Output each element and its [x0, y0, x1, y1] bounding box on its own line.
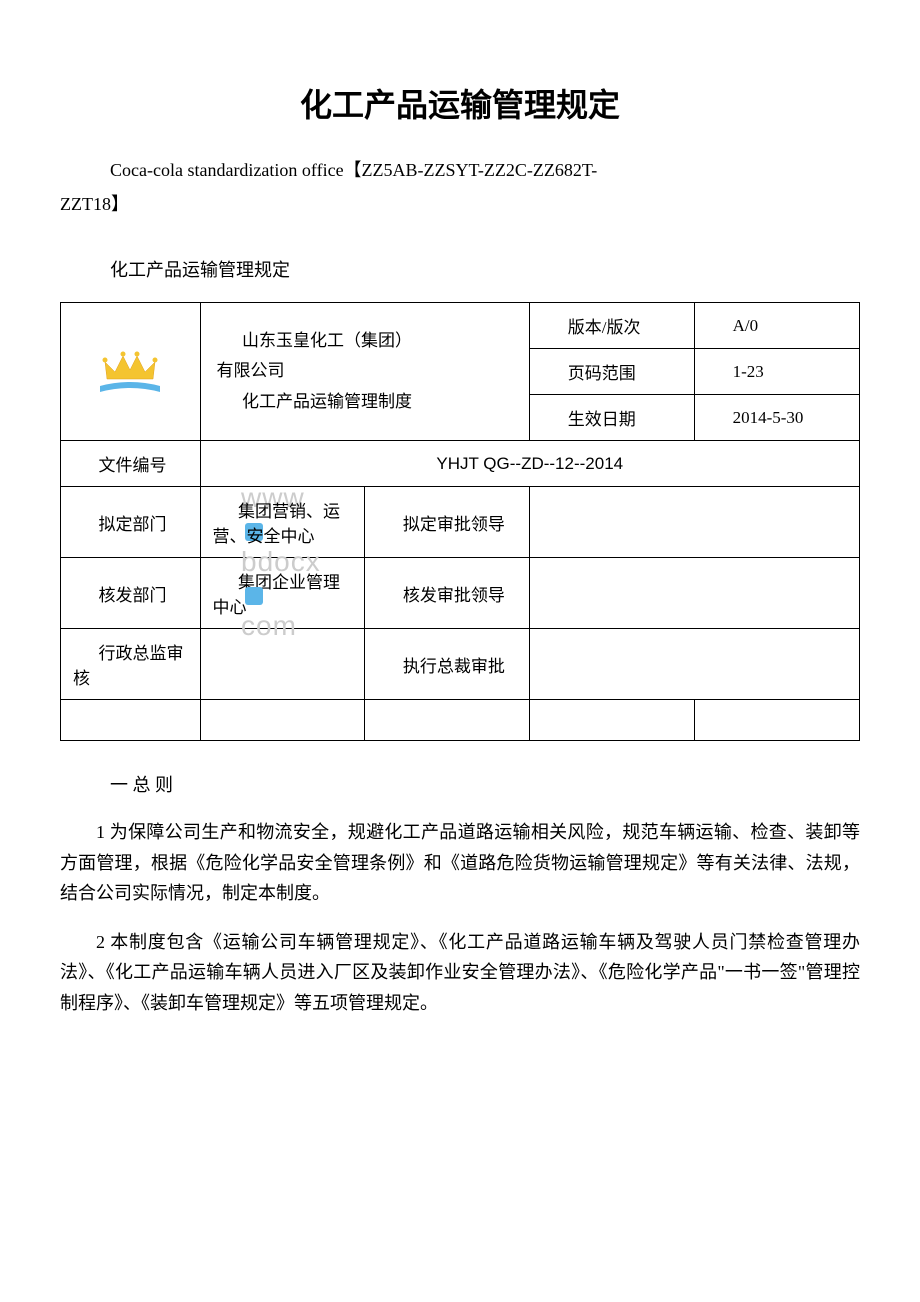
subtitle-english: Coca-cola standardization office【ZZ5AB-Z… — [60, 156, 860, 182]
table-row: 文件编号 YHJT QG--ZD--12--2014 — [61, 441, 860, 487]
page-label-cell: 页码范围 — [530, 349, 695, 395]
issue-leader-label-cell: 核发审批领导 — [365, 558, 530, 629]
company-line-2: 有限公司 — [217, 356, 514, 387]
draft-leader-value-cell — [530, 487, 860, 558]
body-paragraph-2: 2 本制度包含《运输公司车辆管理规定》、《化工产品道路运输车辆及驾驶人员门禁检查… — [60, 927, 860, 1019]
empty-cell — [365, 700, 530, 741]
document-title: 化工产品运输管理规定 — [60, 80, 860, 126]
table-row: 山东玉皇化工（集团） 有限公司 化工产品运输管理制度 版本/版次 A/0 — [61, 303, 860, 349]
page-label: 页码范围 — [542, 359, 682, 384]
logo-cell — [61, 303, 201, 441]
draft-dept-value-cell: 集团营销、运营、安全中心 — [200, 487, 365, 558]
table-row: 核发部门 集团企业管理中心 核发审批领导 — [61, 558, 860, 629]
draft-leader-label-cell: 拟定审批领导 — [365, 487, 530, 558]
issue-leader-label: 核发审批领导 — [377, 581, 517, 606]
issue-dept-label: 核发部门 — [73, 581, 188, 606]
empty-cell — [695, 700, 860, 741]
date-label: 生效日期 — [542, 405, 682, 430]
draft-dept-label-cell: wwwbdocxcom 拟定部门 — [61, 487, 201, 558]
date-value: 2014-5-30 — [707, 408, 847, 428]
draft-leader-label: 拟定审批领导 — [377, 510, 517, 535]
admin-review-label-cell: 行政总监审核 — [61, 629, 201, 700]
company-cell: 山东玉皇化工（集团） 有限公司 化工产品运输管理制度 — [200, 303, 530, 441]
issue-dept-value: 集团企业管理中心 — [213, 568, 353, 618]
version-label-cell: 版本/版次 — [530, 303, 695, 349]
page-value: 1-23 — [707, 362, 847, 382]
table-row — [61, 700, 860, 741]
table-row: 行政总监审核 执行总裁审批 — [61, 629, 860, 700]
empty-cell — [61, 700, 201, 741]
doc-no-label-cell: 文件编号 — [61, 441, 201, 487]
table-row: wwwbdocxcom 拟定部门 集团营销、运营、安全中心 拟定审批领导 — [61, 487, 860, 558]
date-label-cell: 生效日期 — [530, 395, 695, 441]
issue-dept-label-cell: 核发部门 — [61, 558, 201, 629]
date-value-cell: 2014-5-30 — [695, 395, 860, 441]
subtitle-code: ZZT18】 — [60, 190, 860, 216]
body-paragraph-1: 1 为保障公司生产和物流安全，规避化工产品道路运输相关风险，规范车辆运输、检查、… — [60, 817, 860, 909]
exec-approve-value-cell — [530, 629, 860, 700]
empty-cell — [200, 700, 365, 741]
section-heading: 化工产品运输管理规定 — [60, 256, 860, 282]
draft-dept-label: 拟定部门 — [73, 510, 188, 535]
doc-no-value: YHJT QG--ZD--12--2014 — [436, 454, 623, 473]
info-table: 山东玉皇化工（集团） 有限公司 化工产品运输管理制度 版本/版次 A/0 页码范… — [60, 302, 860, 741]
doc-no-value-cell: YHJT QG--ZD--12--2014 — [200, 441, 860, 487]
issue-dept-value-cell: 集团企业管理中心 — [200, 558, 365, 629]
issue-leader-value-cell — [530, 558, 860, 629]
page-value-cell: 1-23 — [695, 349, 860, 395]
crown-logo-icon — [95, 344, 165, 399]
draft-dept-value: 集团营销、运营、安全中心 — [213, 497, 353, 547]
exec-approve-label: 执行总裁审批 — [377, 652, 517, 677]
empty-cell — [530, 700, 695, 741]
version-label: 版本/版次 — [542, 313, 682, 338]
admin-review-label: 行政总监审核 — [73, 639, 188, 689]
body-section-heading: 一 总 则 — [110, 771, 860, 797]
company-line-1: 山东玉皇化工（集团） — [217, 326, 514, 357]
version-value-cell: A/0 — [695, 303, 860, 349]
exec-approve-label-cell: 执行总裁审批 — [365, 629, 530, 700]
doc-no-label: 文件编号 — [73, 451, 188, 476]
version-value: A/0 — [707, 316, 847, 336]
admin-review-value-cell — [200, 629, 365, 700]
company-line-3: 化工产品运输管理制度 — [217, 387, 514, 418]
